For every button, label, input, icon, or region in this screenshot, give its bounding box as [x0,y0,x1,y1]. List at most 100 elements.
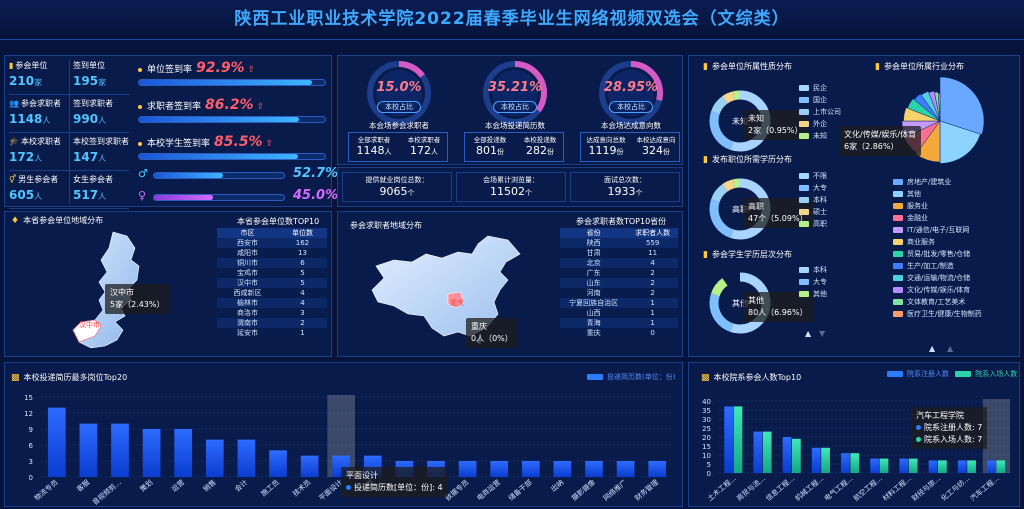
legend-item[interactable]: 上市公司 [799,106,841,118]
pie-slice[interactable] [913,93,941,122]
bar-entered[interactable] [762,431,772,473]
legend-item[interactable]: 外企 [799,118,841,130]
bar-registered[interactable] [753,431,763,473]
legend-item[interactable]: 本科 [799,194,827,206]
table-row[interactable]: 延安市 1 [217,328,327,338]
bar-registered[interactable] [841,453,850,473]
bar[interactable] [616,461,635,477]
bar-entered[interactable] [967,460,976,473]
industry-legend-item[interactable]: 文体教育/工艺美术 [893,296,982,308]
bar[interactable] [237,439,256,477]
bar-registered[interactable] [870,458,880,473]
table-row[interactable]: 汉中市 5 [217,278,327,288]
bar-registered[interactable] [782,437,792,473]
bar-registered[interactable] [724,406,734,473]
bar-registered[interactable] [987,460,996,473]
table-row[interactable]: 西咸新区 4 [217,288,327,298]
table-row[interactable]: 河南 2 [560,288,678,298]
edu-legend-down-icon[interactable]: ▼ [819,329,826,338]
table-row[interactable]: 宝鸡市 5 [217,268,327,278]
bar[interactable] [205,439,224,477]
table-row[interactable]: 铜川市 6 [217,258,327,268]
bar-entered[interactable] [908,458,918,473]
bar-registered[interactable] [957,460,967,473]
legend-item[interactable]: 不限 [799,170,827,182]
table-row[interactable]: 北京 4 [560,258,678,268]
industry-legend-item[interactable]: 其他 [893,188,982,200]
bar[interactable] [111,423,129,477]
table-row[interactable]: 青海 1 [560,318,678,328]
table-row[interactable]: 西安市 162 [217,238,327,248]
pie-slice[interactable] [938,93,941,122]
pie-slice[interactable] [939,120,981,164]
industry-legend-item[interactable]: 商业服务 [893,236,982,248]
legend-item[interactable]: 其他 [799,288,827,300]
table-row[interactable]: 商洛市 3 [217,308,327,318]
donut-chart[interactable] [364,58,434,128]
bar[interactable] [458,461,477,477]
industry-legend-item[interactable]: IT/通信/电子/互联网 [893,224,982,236]
legend-item[interactable]: 高职 [799,218,827,230]
dept-bar-chart[interactable]: 4035302520151050土木工程...商贸与流...信息工程...机械工… [689,385,1021,508]
table-row[interactable]: 重庆 0 [560,328,678,338]
table-row[interactable]: 山东 2 [560,278,678,288]
table-row[interactable]: 榆林市 4 [217,298,327,308]
bar[interactable] [269,450,287,477]
bar[interactable] [553,461,572,477]
bar[interactable] [142,429,161,477]
bar-entered[interactable] [938,460,947,473]
industry-legend-item[interactable]: 生产/加工/制造 [893,260,982,272]
bar-entered[interactable] [850,453,860,473]
bar[interactable] [490,461,509,477]
industry-legend-item[interactable]: 服务业 [893,200,982,212]
bar-entered[interactable] [821,447,830,473]
table-row[interactable]: 陕西 559 [560,238,678,248]
industry-legend-item[interactable]: 房地产/建筑业 [893,176,982,188]
industry-legend-item[interactable]: 交通/运输/物流/仓储 [893,272,982,284]
pie-slice[interactable] [934,91,941,122]
bar[interactable] [648,461,667,477]
table-row[interactable]: 甘肃 11 [560,248,678,258]
bar[interactable] [521,461,540,477]
table-row[interactable]: 山西 1 [560,308,678,318]
pie-slice[interactable] [928,90,941,122]
bar[interactable] [79,423,98,477]
edu-legend-up-icon[interactable]: ▲ [805,329,812,338]
dept-legend[interactable]: 院系注册人数 院系入场人数 [887,369,1017,379]
industry-legend-item[interactable]: 医疗卫生/健康/生物制药 [893,308,982,320]
table-row[interactable]: 广东 2 [560,268,678,278]
industry-legend-item[interactable]: 金融业 [893,212,982,224]
bar-entered[interactable] [996,460,1006,473]
pie-slice[interactable] [920,90,941,122]
legend-page-up-icon[interactable]: ▲ [929,344,936,353]
legend-item[interactable]: 未知 [799,130,841,142]
pie-slice[interactable] [907,98,941,122]
bar-registered[interactable] [899,458,909,473]
industry-legend-item[interactable]: 贸易/批发/零售/仓储 [893,248,982,260]
china-map[interactable] [368,232,528,347]
bar[interactable] [300,455,319,477]
table-row[interactable]: 咸阳市 13 [217,248,327,258]
donut-chart[interactable] [596,58,666,128]
legend-item[interactable]: 大专 [799,182,827,194]
pie-slice[interactable] [939,76,985,135]
bar[interactable] [47,407,66,477]
bar[interactable] [174,429,193,477]
jobs-legend[interactable]: 投递简历数(单位：份) [587,372,675,382]
legend-item[interactable]: 民企 [799,82,841,94]
bar-entered[interactable] [879,458,889,473]
donut-chart[interactable] [480,58,550,128]
bar-entered[interactable] [733,406,743,473]
bar-registered[interactable] [928,460,938,473]
table-row[interactable]: 渭南市 2 [217,318,327,328]
legend-item[interactable]: 硕士 [799,206,827,218]
legend-item[interactable]: 本科 [799,264,827,276]
industry-legend-item[interactable]: 文化/传媒/娱乐/体育 [893,284,982,296]
legend-item[interactable]: 大专 [799,276,827,288]
table-row[interactable]: 宁夏回族自治区 1 [560,298,678,308]
bar-entered[interactable] [792,438,801,473]
legend-item[interactable]: 国企 [799,94,841,106]
bar-registered[interactable] [811,447,821,473]
legend-page-down-icon[interactable]: ▲ [947,344,954,353]
bar[interactable] [585,461,603,477]
